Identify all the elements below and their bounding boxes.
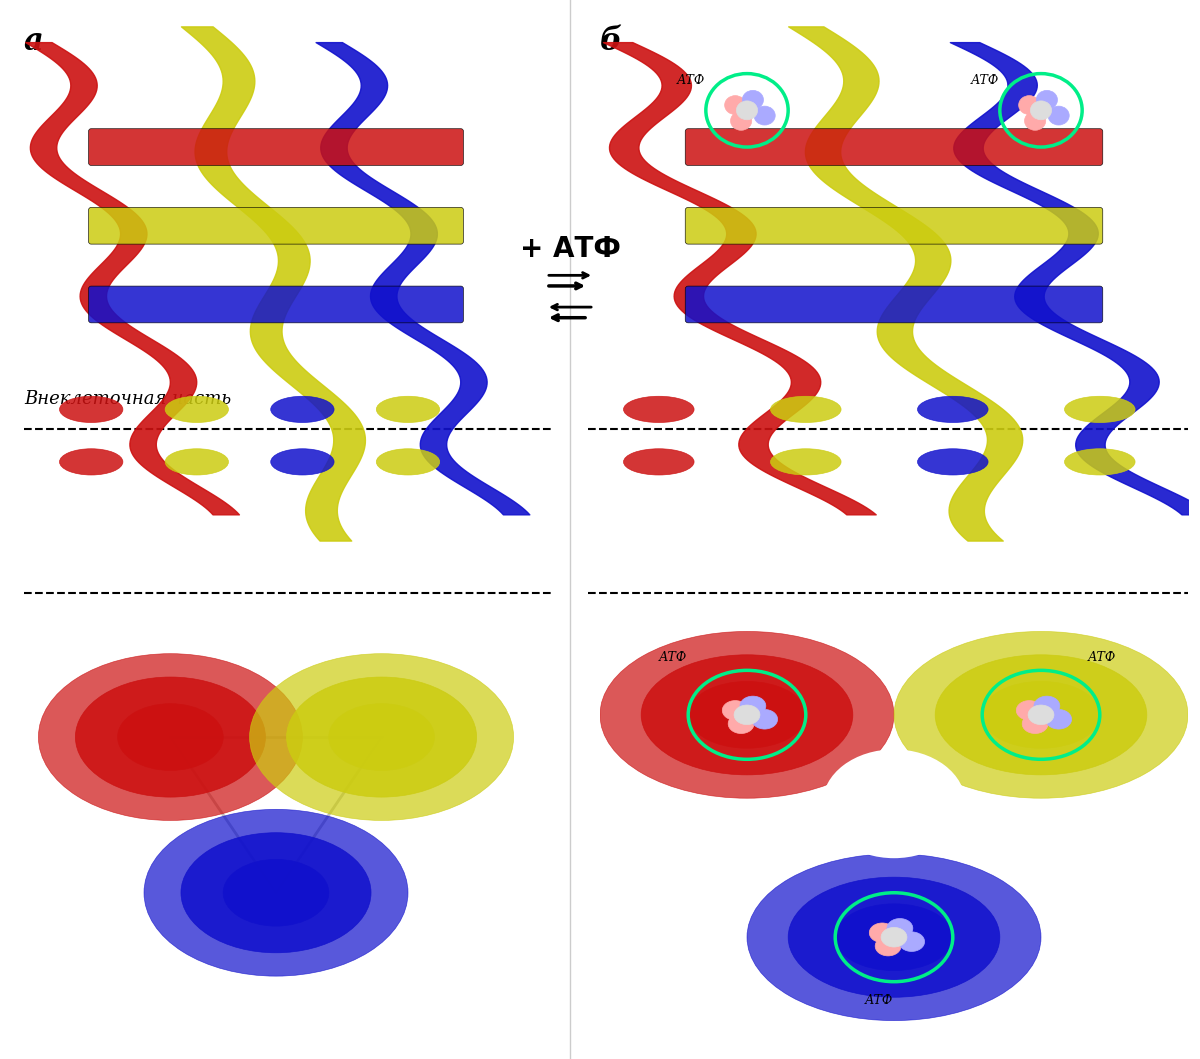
Ellipse shape: [377, 449, 439, 475]
Circle shape: [1019, 95, 1040, 114]
Circle shape: [1022, 714, 1048, 734]
Circle shape: [731, 111, 751, 130]
Ellipse shape: [770, 449, 841, 475]
Ellipse shape: [746, 854, 1042, 1021]
Circle shape: [743, 90, 763, 109]
Ellipse shape: [60, 449, 122, 475]
FancyBboxPatch shape: [685, 208, 1103, 245]
Text: АТФ: АТФ: [864, 994, 893, 1007]
Circle shape: [1016, 701, 1042, 720]
Ellipse shape: [894, 631, 1188, 798]
Text: а: а: [24, 26, 43, 57]
Ellipse shape: [166, 449, 228, 475]
Circle shape: [899, 932, 924, 951]
Text: + АТФ: + АТФ: [520, 235, 620, 263]
Circle shape: [1031, 101, 1051, 120]
FancyBboxPatch shape: [685, 129, 1103, 165]
Text: АТФ: АТФ: [677, 74, 704, 87]
Ellipse shape: [377, 396, 439, 423]
Circle shape: [722, 701, 748, 720]
Ellipse shape: [1064, 449, 1135, 475]
Circle shape: [1037, 90, 1057, 109]
Text: АТФ: АТФ: [1088, 651, 1116, 664]
Ellipse shape: [624, 449, 694, 475]
Circle shape: [728, 714, 754, 734]
Circle shape: [754, 106, 775, 125]
Circle shape: [1025, 111, 1045, 130]
Ellipse shape: [144, 809, 408, 976]
Circle shape: [1034, 696, 1060, 716]
Ellipse shape: [835, 903, 953, 970]
Circle shape: [875, 936, 901, 956]
Ellipse shape: [770, 396, 841, 423]
FancyBboxPatch shape: [89, 286, 463, 323]
Ellipse shape: [918, 396, 988, 423]
Circle shape: [1028, 705, 1054, 724]
Ellipse shape: [287, 677, 476, 797]
Ellipse shape: [166, 396, 228, 423]
Ellipse shape: [76, 677, 265, 797]
Ellipse shape: [624, 396, 694, 423]
Circle shape: [734, 705, 760, 724]
Ellipse shape: [935, 654, 1147, 775]
Text: Внеклеточная часть: Внеклеточная часть: [24, 390, 232, 408]
Circle shape: [725, 95, 746, 114]
FancyBboxPatch shape: [89, 129, 463, 165]
Ellipse shape: [181, 832, 371, 953]
Ellipse shape: [1064, 396, 1135, 423]
Ellipse shape: [271, 449, 334, 475]
Circle shape: [1045, 710, 1072, 729]
Ellipse shape: [60, 396, 122, 423]
Circle shape: [881, 928, 907, 947]
Ellipse shape: [600, 631, 894, 798]
Ellipse shape: [271, 396, 334, 423]
Ellipse shape: [918, 449, 988, 475]
Ellipse shape: [641, 654, 853, 775]
Ellipse shape: [118, 703, 223, 770]
Ellipse shape: [983, 682, 1099, 748]
FancyBboxPatch shape: [685, 286, 1103, 323]
Text: АТФ: АТФ: [659, 651, 688, 664]
Text: б: б: [600, 26, 622, 57]
Text: АТФ: АТФ: [971, 74, 998, 87]
FancyBboxPatch shape: [89, 208, 463, 245]
Circle shape: [823, 751, 965, 857]
Ellipse shape: [223, 860, 329, 926]
Circle shape: [737, 101, 757, 120]
Circle shape: [751, 710, 778, 729]
Ellipse shape: [250, 653, 514, 821]
Circle shape: [740, 696, 766, 716]
Ellipse shape: [38, 653, 302, 821]
Ellipse shape: [329, 703, 434, 770]
Circle shape: [887, 918, 913, 938]
Ellipse shape: [689, 682, 806, 748]
Ellipse shape: [788, 877, 1000, 998]
Circle shape: [1048, 106, 1069, 125]
Circle shape: [869, 923, 895, 943]
